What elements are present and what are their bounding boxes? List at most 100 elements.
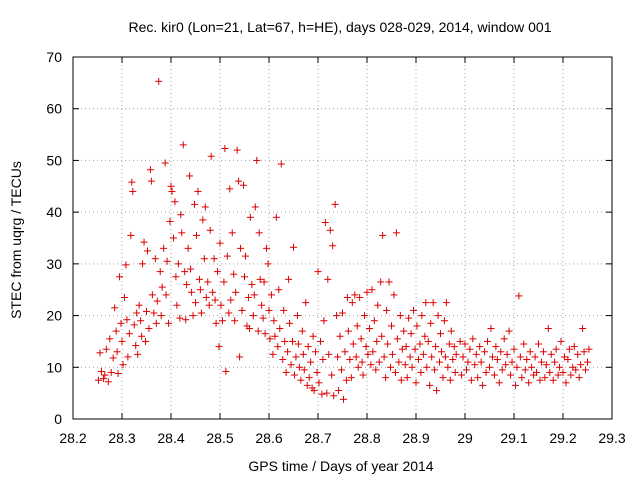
data-point — [410, 306, 418, 314]
data-point — [135, 301, 143, 309]
data-point — [342, 376, 350, 384]
data-point — [284, 348, 292, 356]
data-point — [249, 312, 257, 320]
data-point — [147, 177, 155, 185]
data-point — [96, 349, 104, 357]
data-point — [544, 325, 552, 332]
data-point — [347, 374, 355, 382]
data-point — [348, 299, 356, 307]
data-point — [210, 255, 218, 263]
data-point — [113, 348, 121, 356]
y-tick-label: 20 — [46, 308, 62, 324]
data-point — [450, 343, 458, 351]
data-point — [282, 368, 290, 376]
data-point — [334, 353, 342, 361]
data-point — [176, 314, 184, 322]
data-point — [237, 244, 245, 252]
data-point — [191, 200, 199, 208]
data-point — [574, 350, 582, 358]
data-point — [562, 379, 570, 387]
data-point — [523, 356, 531, 364]
data-point — [525, 379, 533, 387]
data-point — [442, 299, 450, 307]
data-point — [192, 299, 199, 307]
data-point — [403, 374, 411, 382]
data-point — [230, 270, 238, 278]
data-point — [245, 325, 253, 332]
data-point — [118, 337, 126, 345]
data-point — [211, 296, 219, 304]
data-point — [526, 348, 534, 356]
data-point — [336, 332, 344, 340]
data-point — [153, 297, 161, 305]
data-point — [228, 229, 236, 237]
data-point — [405, 314, 413, 322]
data-point — [106, 335, 114, 343]
data-point — [385, 278, 393, 286]
data-point — [326, 226, 334, 234]
data-point — [492, 343, 500, 351]
data-point — [507, 371, 515, 379]
data-point — [372, 366, 380, 374]
data-point — [320, 317, 328, 325]
data-point — [132, 342, 140, 350]
data-point — [117, 319, 125, 327]
data-point — [111, 304, 119, 312]
data-point — [202, 293, 210, 301]
data-point — [169, 234, 177, 242]
data-point — [275, 286, 283, 294]
data-point — [344, 327, 352, 335]
data-point — [187, 265, 195, 273]
x-axis-label: GPS time / Days of year 2014 — [248, 458, 433, 474]
data-point — [333, 312, 341, 320]
data-point — [134, 350, 142, 358]
data-point — [486, 363, 493, 371]
data-point — [246, 213, 254, 221]
x-tick-label: 28.2 — [59, 430, 86, 446]
data-point — [456, 337, 464, 345]
data-point — [289, 337, 297, 345]
data-point — [269, 350, 277, 358]
data-point — [207, 152, 215, 160]
data-point — [209, 288, 217, 296]
data-point — [339, 395, 347, 403]
data-point — [290, 371, 298, 379]
data-point — [472, 350, 480, 358]
data-point — [398, 345, 406, 353]
data-point — [114, 369, 122, 377]
data-point — [388, 322, 395, 330]
data-point — [445, 340, 453, 348]
data-point — [220, 278, 228, 286]
data-point — [321, 218, 329, 226]
data-point — [161, 159, 169, 167]
data-point — [580, 348, 588, 356]
y-tick-label: 60 — [46, 101, 62, 117]
data-point — [341, 348, 349, 356]
data-point — [577, 361, 585, 369]
data-point — [433, 387, 441, 395]
data-point — [215, 343, 223, 351]
data-point — [477, 358, 485, 366]
data-point — [535, 340, 542, 348]
data-point — [423, 363, 431, 371]
data-point — [188, 288, 196, 296]
data-point — [255, 229, 263, 237]
data-point — [272, 213, 280, 221]
data-point — [552, 345, 560, 353]
data-point — [556, 363, 564, 371]
data-point — [281, 337, 289, 345]
data-point — [369, 348, 377, 356]
data-point — [490, 371, 498, 379]
data-point — [329, 242, 337, 250]
data-point — [359, 371, 367, 379]
data-point — [107, 368, 115, 376]
data-point — [392, 229, 400, 237]
data-point — [338, 366, 346, 374]
data-point — [357, 335, 365, 343]
data-point — [227, 296, 235, 304]
data-point — [166, 217, 174, 225]
data-point — [128, 178, 136, 186]
data-point — [427, 319, 435, 327]
data-point — [143, 247, 151, 255]
data-point — [446, 376, 454, 384]
